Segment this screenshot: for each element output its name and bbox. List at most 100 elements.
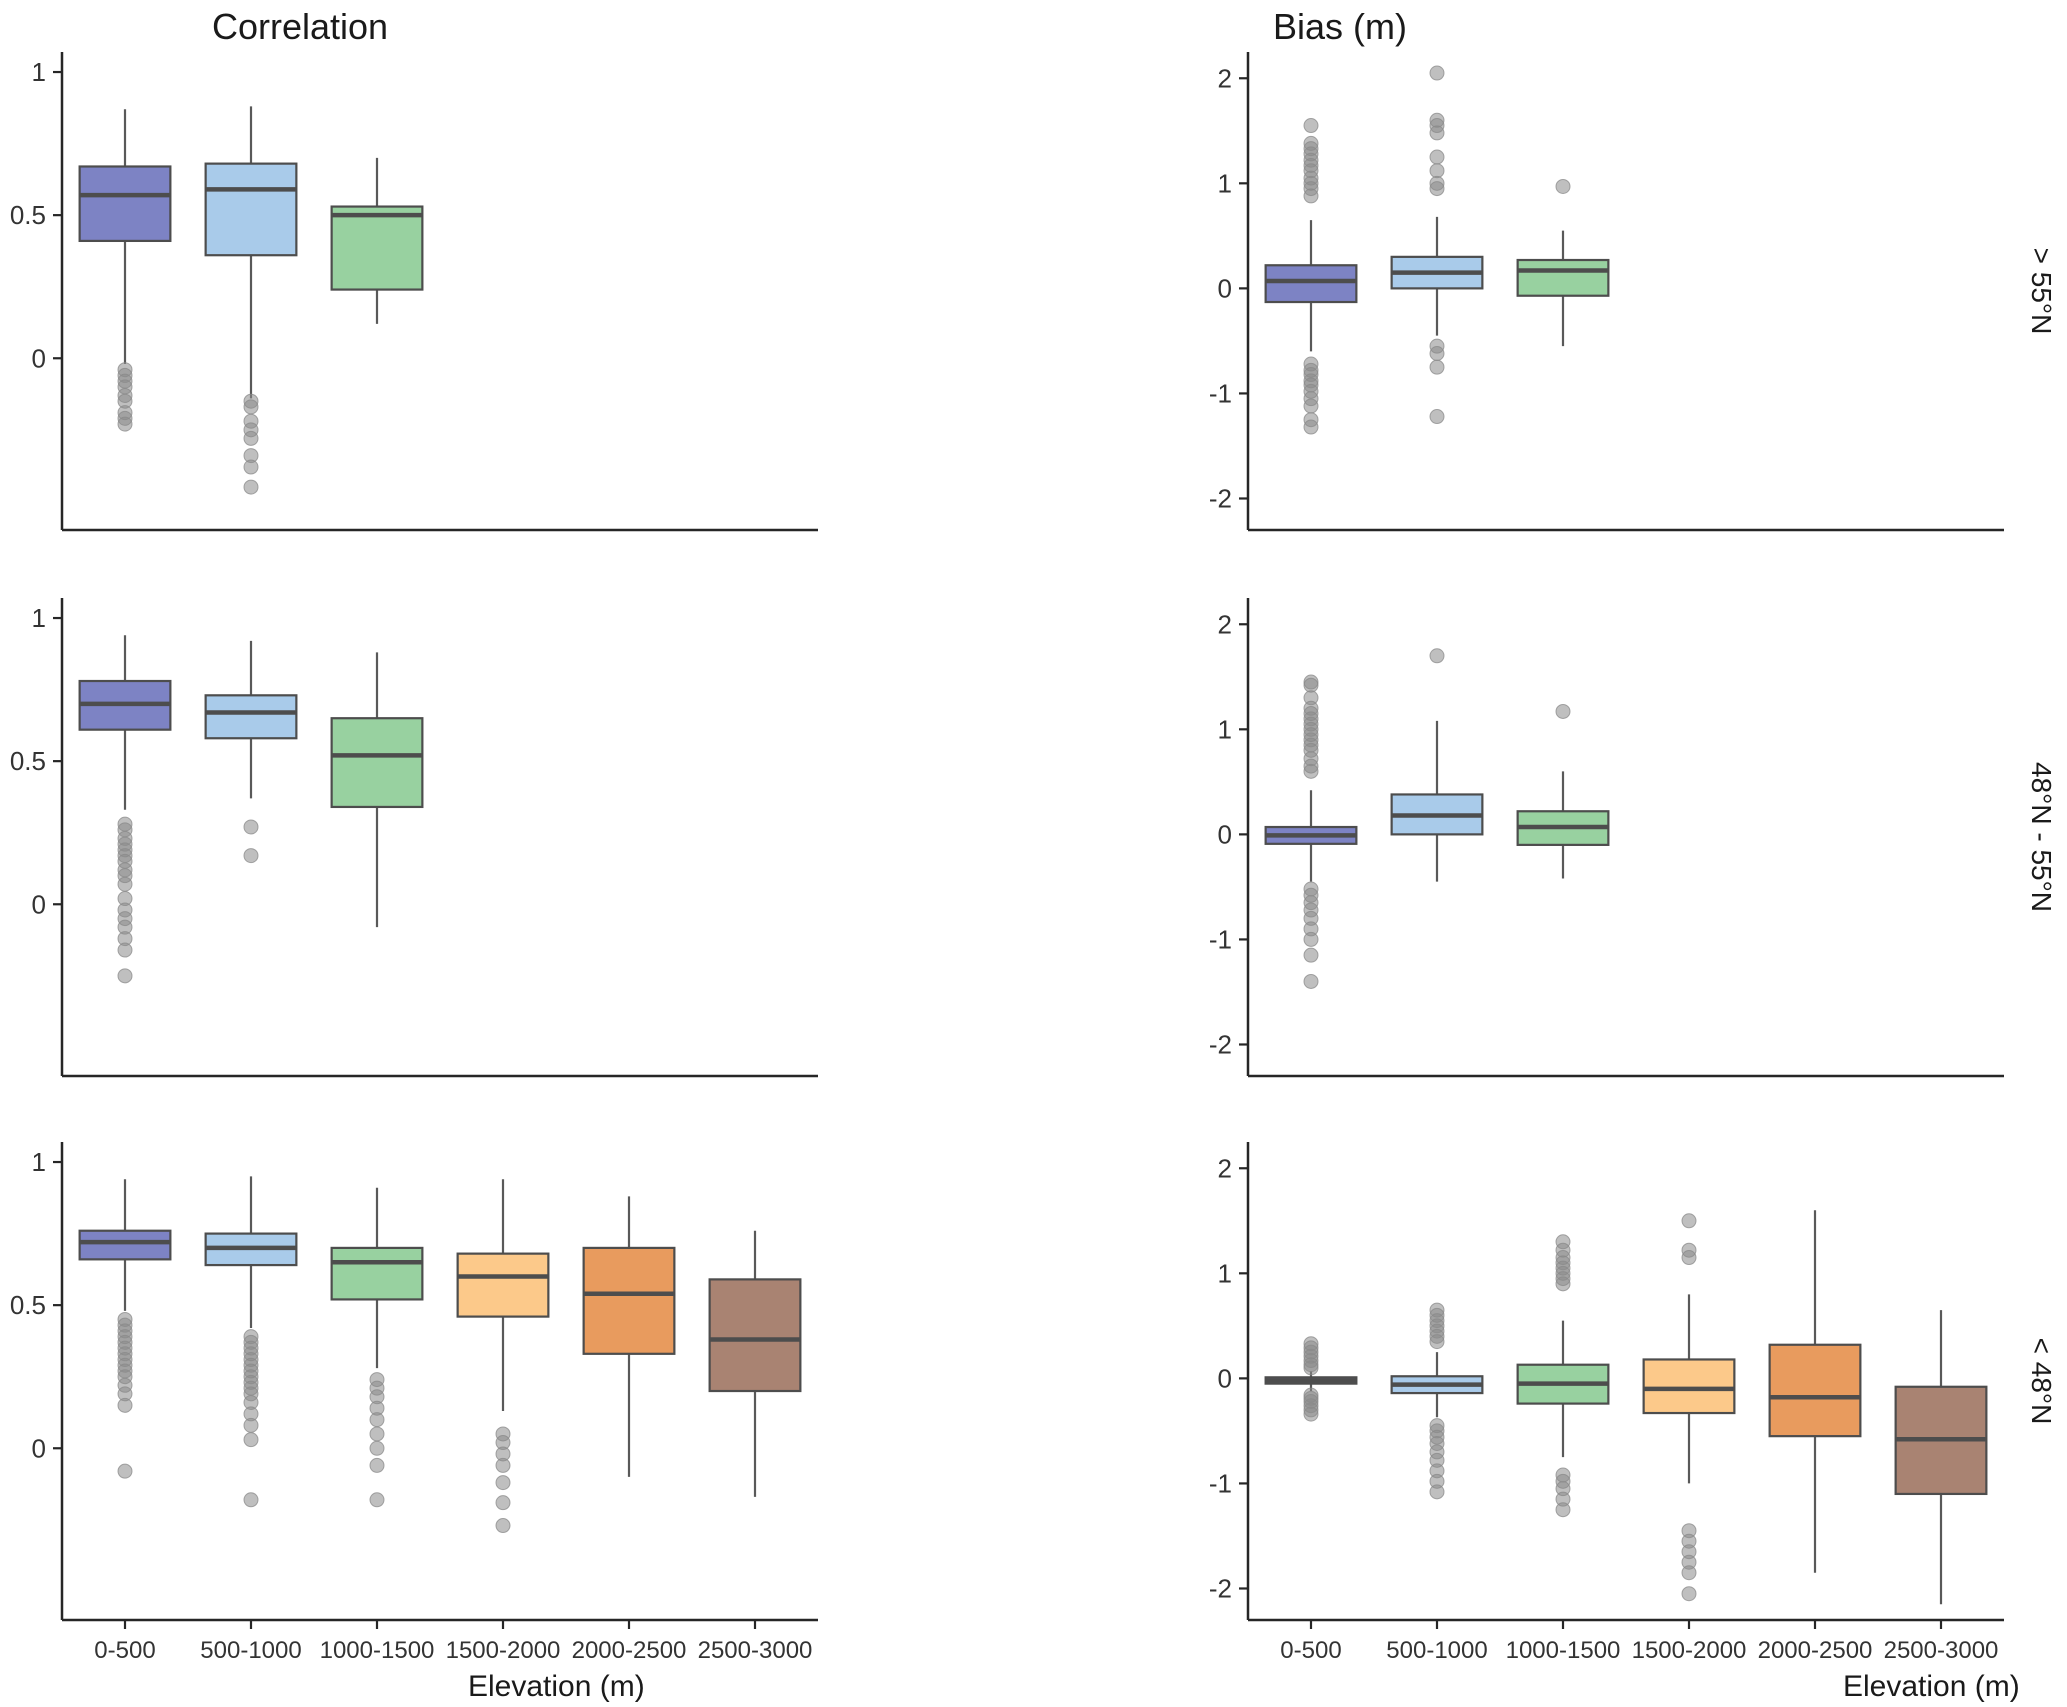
x-tick-label: 1500-2000 (446, 1637, 561, 1664)
outlier-point (243, 479, 259, 495)
boxplot-svg: 00.51 (10, 598, 818, 1078)
y-tick-label: 1 (32, 603, 46, 633)
y-tick-label: 0 (1218, 819, 1232, 849)
box-500-1000 (204, 694, 298, 740)
outlier-point (1303, 677, 1319, 693)
y-tick-label: -1 (1209, 1468, 1232, 1498)
outlier-point (1303, 419, 1319, 435)
y-tick-label: 2 (1218, 609, 1232, 639)
y-tick-label: 1 (1218, 1258, 1232, 1288)
x-axis-title-right: Elevation (m) (1843, 1670, 2020, 1703)
x-tick-label: 1500-2000 (1632, 1637, 1747, 1664)
x-tick-label: 0-500 (94, 1637, 155, 1664)
y-tick-label: 0 (1218, 1363, 1232, 1393)
column-title-correlation: Correlation (211, 6, 389, 47)
y-tick-label: 0 (1218, 273, 1232, 303)
outlier-point (1303, 973, 1319, 989)
y-tick-label: -1 (1209, 378, 1232, 408)
boxplot-svg: 0 0.5 1 0-500 500-1000 1000-1500 1500-2000 2000… (10, 1142, 818, 1664)
box-2500-3000 (708, 1278, 802, 1393)
y-tick-label: 0 (32, 889, 46, 919)
box-1000-1500 (330, 1246, 424, 1301)
boxplot-svg: -2 -1 0 1 2 0-500 500-1000 1000-1500 1500-2000 20… (1209, 1142, 2004, 1664)
outlier-point (1681, 1565, 1697, 1581)
x-tick-label: 500-1000 (1386, 1637, 1487, 1664)
outlier-point (117, 1463, 133, 1479)
outlier-point (369, 1426, 385, 1442)
panel-correlation-lt-48n: 0 0.5 1 0-500 500-1000 1000-1500 1500-2000 2000… (0, 1128, 832, 1707)
outlier-point (117, 968, 133, 984)
outlier-point (1303, 1406, 1319, 1422)
panel-correlation-48n-55n: 0 0.5 1 (0, 584, 832, 1092)
panel-bias-lt-48n: -2 -1 0 1 2 0-500 500-1000 1000-1500 1500-2000 20… (1186, 1128, 2018, 1707)
outlier-point (1555, 178, 1571, 194)
outlier-point (495, 1475, 511, 1491)
y-tick-label: -1 (1209, 924, 1232, 954)
y-tick-label: 1 (1218, 714, 1232, 744)
boxplot-svg: -2 -1 0 1 2 (1209, 598, 2004, 1078)
box-1000-1500 (1516, 258, 1610, 297)
outlier-point (117, 416, 133, 432)
box-2000-2500 (582, 1246, 676, 1355)
x-tick-label: 2000-2500 (1758, 1637, 1873, 1664)
outlier-point (1303, 398, 1319, 414)
outlier-point (369, 1412, 385, 1428)
outlier-point (117, 942, 133, 958)
box-1000-1500 (330, 205, 424, 291)
outlier-point (243, 430, 259, 446)
y-tick-label: -2 (1209, 483, 1232, 513)
outlier-point (1303, 118, 1319, 134)
outlier-point (1429, 359, 1445, 375)
y-tick-label: 2 (1218, 63, 1232, 93)
x-tick-label: 1000-1500 (1506, 1637, 1621, 1664)
outlier-point (1555, 1502, 1571, 1518)
y-tick-label: 1 (1218, 168, 1232, 198)
x-tick-label: 2000-2500 (572, 1637, 687, 1664)
y-tick-label: 2 (1218, 1153, 1232, 1183)
box-2000-2500 (1768, 1343, 1862, 1438)
y-tick-label: 0.5 (10, 1290, 46, 1320)
outlier-point (1303, 1360, 1319, 1376)
box-0-500 (78, 1229, 172, 1261)
outlier-point (495, 1457, 511, 1473)
box-0-500 (1264, 264, 1358, 304)
box-0-500 (78, 165, 172, 243)
facet-label-gt-55n: > 55°N (2026, 247, 2057, 335)
box-1000-1500 (330, 717, 424, 809)
outlier-point (243, 1432, 259, 1448)
x-tick-label: 2500-3000 (1884, 1637, 1999, 1664)
outlier-point (1303, 763, 1319, 779)
outlier-point (1681, 1250, 1697, 1266)
outlier-point (369, 1492, 385, 1508)
outlier-point (1555, 1276, 1571, 1292)
y-tick-label: 0 (32, 343, 46, 373)
x-tick-label: 1000-1500 (320, 1637, 435, 1664)
outlier-point (1303, 188, 1319, 204)
outlier-point (369, 1457, 385, 1473)
y-tick-label: 0.5 (10, 200, 46, 230)
y-tick-label: 1 (32, 1147, 46, 1177)
boxplot-svg: -2 -1 0 1 2 (1209, 52, 2004, 532)
column-title-bias: Bias (m) (1273, 6, 1407, 47)
x-tick-label: 0-500 (1280, 1637, 1341, 1664)
outlier-point (1303, 931, 1319, 947)
x-tick-label: 2500-3000 (698, 1637, 813, 1664)
outlier-point (1429, 163, 1445, 179)
outlier-point (243, 819, 259, 835)
outlier-point (1429, 125, 1445, 141)
outlier-point (1429, 346, 1445, 362)
outlier-point (243, 1417, 259, 1433)
outlier-point (1555, 703, 1571, 719)
x-tick-label: 500-1000 (200, 1637, 301, 1664)
outlier-point (1303, 947, 1319, 963)
y-tick-label: 0.5 (10, 746, 46, 776)
panel-bias-gt-55n: -2 -1 0 1 2 (1186, 38, 2018, 546)
facet-label-lt-48n: < 48°N (2026, 1337, 2057, 1425)
outlier-point (1429, 409, 1445, 425)
y-tick-label: 0 (32, 1433, 46, 1463)
box-1500-2000 (1642, 1358, 1736, 1415)
y-tick-label: -2 (1209, 1029, 1232, 1059)
outlier-point (1429, 149, 1445, 165)
outlier-point (117, 876, 133, 892)
